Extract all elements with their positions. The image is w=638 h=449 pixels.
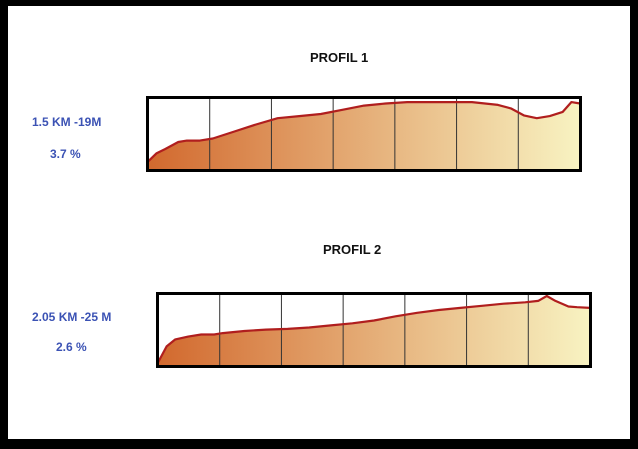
profile-area <box>158 296 590 366</box>
profile-1-distance-label: 1.5 KM -19M <box>32 115 102 129</box>
profile-2-title: PROFIL 2 <box>323 242 382 257</box>
chart-frame <box>146 96 582 172</box>
profile-1-gradient-label: 3.7 % <box>50 147 81 161</box>
chart-frame <box>156 292 592 368</box>
profile-1-title: PROFIL 1 <box>310 50 369 65</box>
profile-2-gradient-label: 2.6 % <box>56 340 87 354</box>
profile-2-distance-label: 2.05 KM -25 M <box>32 310 112 324</box>
profile-2-chart <box>156 292 592 368</box>
profile-1-chart <box>146 96 582 172</box>
elevation-line <box>157 294 591 364</box>
elevation-line <box>147 101 581 163</box>
profile-area <box>148 102 580 170</box>
